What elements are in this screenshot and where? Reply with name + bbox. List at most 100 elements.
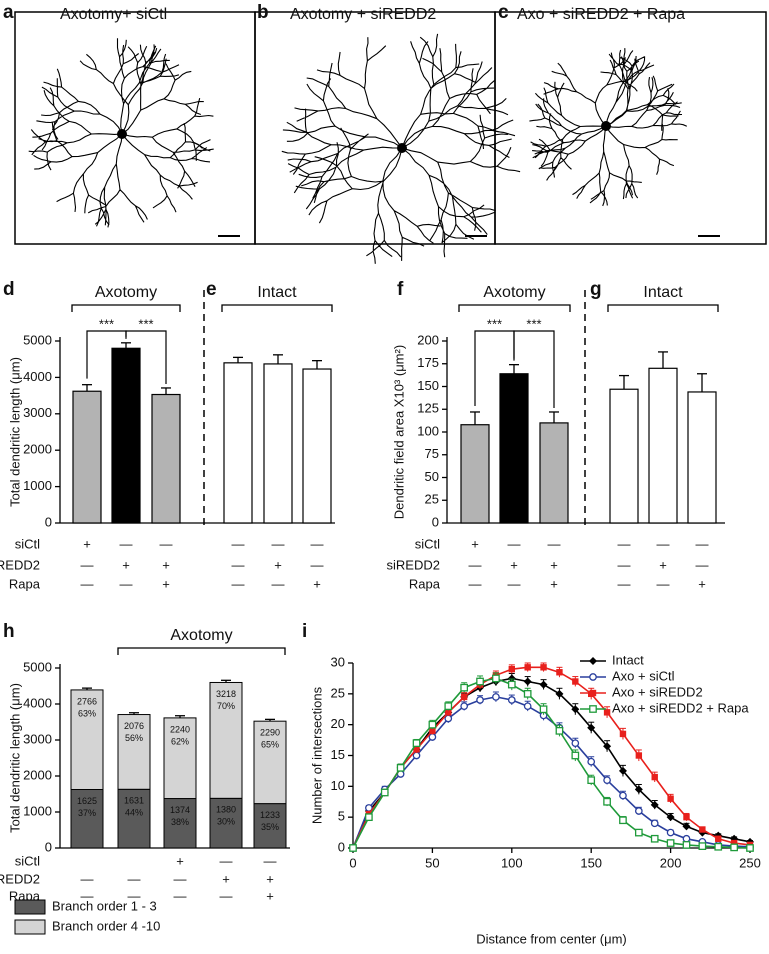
- condition-mark: —: [657, 536, 670, 551]
- bar: [609, 388, 639, 524]
- condition-mark: —: [232, 536, 245, 551]
- condition-mark: —: [220, 853, 233, 868]
- condition-mark: +: [266, 871, 274, 886]
- marker: [589, 689, 597, 697]
- condition-mark: —: [311, 536, 324, 551]
- group-label: Axotomy: [95, 284, 157, 301]
- marker: [683, 813, 690, 821]
- soma: [117, 129, 127, 139]
- condition-mark: +: [176, 853, 184, 868]
- y-tick-label: 0: [45, 514, 52, 529]
- dendrites: [28, 38, 214, 228]
- marker: [619, 730, 627, 738]
- marker: [666, 839, 675, 847]
- condition-mark: —: [272, 576, 285, 591]
- marker: [555, 689, 564, 698]
- condition-mark: +: [222, 871, 230, 886]
- condition-mark: —: [220, 888, 233, 903]
- marker: [445, 709, 452, 716]
- marker: [650, 834, 659, 843]
- percent-label: 63%: [78, 708, 96, 718]
- group-bracket: [221, 304, 333, 312]
- panel-title: Axotomy + siREDD2: [290, 6, 436, 23]
- condition-mark: —: [232, 557, 245, 572]
- panel-title: Axo + siREDD2 + Rapa: [517, 6, 685, 23]
- panel-letter: a: [3, 2, 14, 23]
- condition-mark: +: [266, 888, 274, 903]
- marker: [603, 742, 612, 751]
- y-axis-label: Dendritic field area X10³ (μm²): [391, 345, 406, 519]
- condition-name: siCtl: [15, 853, 40, 868]
- condition-mark: —: [508, 576, 521, 591]
- marker: [618, 766, 627, 775]
- condition-mark: —: [618, 536, 631, 551]
- condition-mark: +: [471, 536, 479, 551]
- marker: [444, 714, 453, 723]
- percent-label: 62%: [171, 736, 189, 746]
- marker: [666, 813, 675, 822]
- marker: [476, 677, 484, 686]
- marker: [682, 822, 691, 831]
- significance-label: ***: [487, 316, 502, 331]
- marker: [429, 727, 436, 735]
- panel-letter: f: [397, 279, 404, 300]
- y-tick-label: 1000: [23, 803, 52, 818]
- marker: [715, 835, 722, 842]
- legend-label: Branch order 4 -10: [52, 918, 160, 933]
- marker: [667, 795, 674, 802]
- y-tick-label: 5: [338, 809, 345, 824]
- condition-mark: —: [232, 576, 245, 591]
- marker: [428, 720, 437, 729]
- y-tick-label: 3000: [23, 405, 52, 420]
- marker: [365, 813, 373, 822]
- marker: [603, 709, 611, 716]
- condition-mark: —: [81, 576, 94, 591]
- condition-mark: —: [469, 576, 482, 591]
- condition-name: Rapa: [9, 576, 41, 591]
- value-label: 2240: [170, 724, 190, 734]
- condition-mark: —: [120, 536, 133, 551]
- y-tick-label: 3000: [23, 731, 52, 746]
- panel-frame: [494, 11, 767, 245]
- marker: [634, 785, 643, 794]
- condition-name: siCtl: [15, 536, 40, 551]
- y-tick-label: 150: [417, 378, 439, 393]
- marker: [540, 664, 547, 671]
- bar: [460, 424, 490, 524]
- y-tick-label: 25: [331, 685, 345, 700]
- marker: [460, 693, 468, 701]
- value-label: 2766: [77, 696, 97, 706]
- condition-mark: +: [698, 576, 706, 591]
- bar-segment: [163, 798, 197, 849]
- marker: [651, 773, 658, 781]
- bar: [539, 422, 569, 524]
- group-bracket: [458, 304, 571, 312]
- marker: [523, 689, 532, 698]
- condition-mark: —: [264, 853, 277, 868]
- condition-mark: —: [272, 536, 285, 551]
- condition-name: siREDD2: [0, 871, 40, 886]
- marker: [396, 763, 405, 772]
- value-label: 1233: [260, 810, 280, 820]
- marker: [589, 705, 597, 713]
- percent-label: 35%: [261, 822, 279, 832]
- marker: [492, 693, 500, 701]
- panel-letter: i: [302, 621, 307, 642]
- y-tick-label: 4000: [23, 369, 52, 384]
- y-tick-label: 200: [417, 332, 439, 347]
- panel-letter: d: [3, 279, 15, 300]
- panel-frame: [14, 11, 256, 245]
- condition-mark: +: [510, 557, 518, 572]
- marker: [714, 842, 723, 851]
- bar: [499, 373, 529, 524]
- marker: [523, 702, 532, 711]
- y-tick-label: 50: [425, 469, 439, 484]
- marker: [589, 657, 597, 665]
- condition-name: siCtl: [415, 536, 440, 551]
- marker: [460, 683, 469, 692]
- condition-mark: +: [122, 557, 130, 572]
- condition-mark: —: [696, 557, 709, 572]
- marker: [699, 826, 706, 833]
- marker: [635, 752, 643, 759]
- marker: [571, 751, 580, 760]
